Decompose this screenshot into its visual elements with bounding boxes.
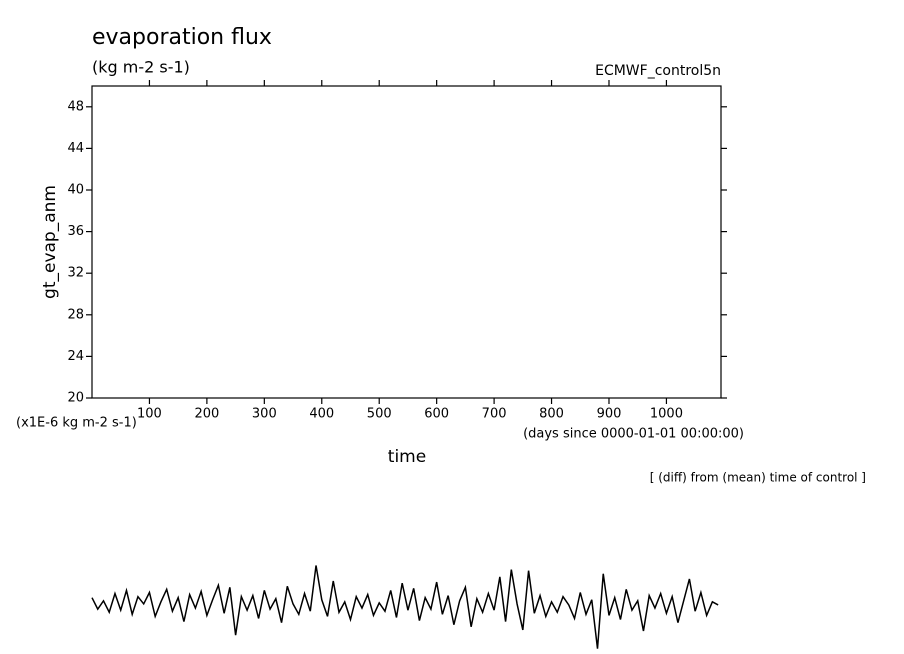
y-tick-label: 44: [67, 141, 84, 156]
x-axis-label: time: [388, 447, 426, 467]
x-tick-label: 700: [482, 407, 507, 422]
y-tick-label: 40: [67, 183, 84, 198]
y-units: (x1E-6 kg m-2 s-1): [16, 416, 137, 431]
plot-frame: [91, 85, 722, 399]
x-tick-label: 800: [539, 407, 564, 422]
data-line: [91, 565, 719, 649]
y-tick-label: 32: [67, 266, 84, 281]
x-tick-label: 600: [424, 407, 449, 422]
note: [ (diff) from (mean) time of control ]: [650, 471, 866, 485]
y-tick-label: 20: [67, 391, 84, 406]
chart-subtitle: (kg m-2 s-1): [92, 58, 190, 77]
y-axis-label: gt_evap_anm: [40, 185, 60, 299]
x-tick-label: 900: [597, 407, 622, 422]
x-tick-label: 200: [194, 407, 219, 422]
y-tick-label: 28: [67, 307, 84, 322]
y-tick-label: 24: [67, 349, 84, 364]
chart-title: evaporation flux: [92, 25, 272, 50]
x-units: (days since 0000-01-01 00:00:00): [523, 427, 744, 442]
source-label: ECMWF_control5n: [595, 63, 721, 79]
y-tick-label: 48: [67, 99, 84, 114]
x-tick-label: 300: [252, 407, 277, 422]
x-tick-label: 400: [309, 407, 334, 422]
x-tick-label: 100: [137, 407, 162, 422]
x-tick-label: 1000: [650, 407, 683, 422]
x-tick-label: 500: [367, 407, 392, 422]
y-tick-label: 36: [67, 224, 84, 239]
